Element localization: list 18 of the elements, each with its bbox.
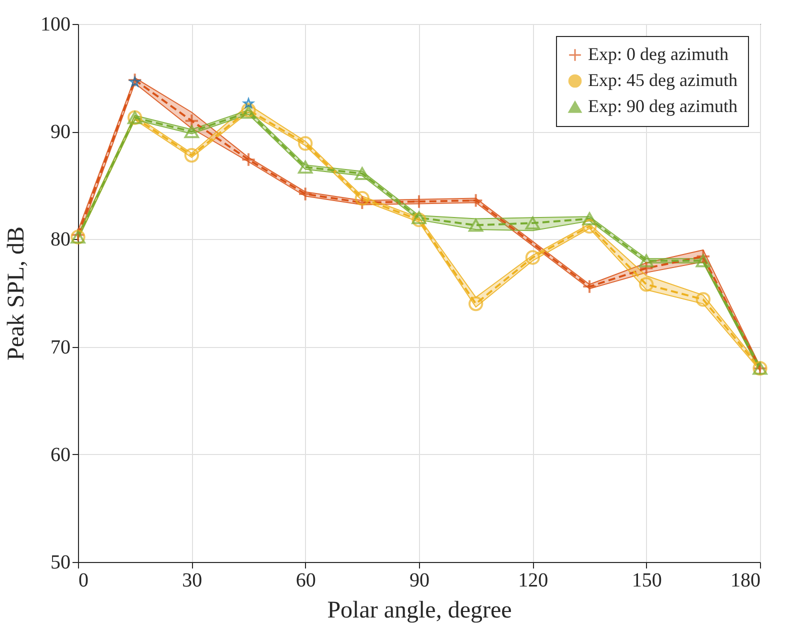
x-tick-label: 30 — [182, 570, 202, 592]
x-tick-label: 120 — [518, 570, 548, 592]
y-axis-title: Peak SPL, dB — [4, 226, 30, 361]
legend-label: Exp: 0 deg azimuth — [588, 44, 728, 64]
legend-label: Exp: 45 deg azimuth — [588, 70, 738, 90]
x-tick-label: 60 — [296, 570, 316, 592]
y-tick-label: 90 — [50, 121, 70, 144]
x-tick-label: 180 — [730, 570, 760, 592]
y-tick-label: 80 — [50, 228, 70, 251]
x-tick-label: 90 — [410, 570, 430, 592]
y-tick-label: 60 — [50, 444, 70, 466]
y-tick-label: 50 — [50, 552, 70, 574]
x-tick-label: 150 — [632, 570, 662, 592]
legend-label: Exp: 90 deg azimuth — [588, 96, 738, 116]
x-tick-label: 0 — [78, 570, 88, 592]
y-tick-label: 70 — [50, 336, 70, 358]
x-axis-title: Polar angle, degree — [327, 598, 512, 624]
y-tick-label: 100 — [40, 14, 70, 36]
